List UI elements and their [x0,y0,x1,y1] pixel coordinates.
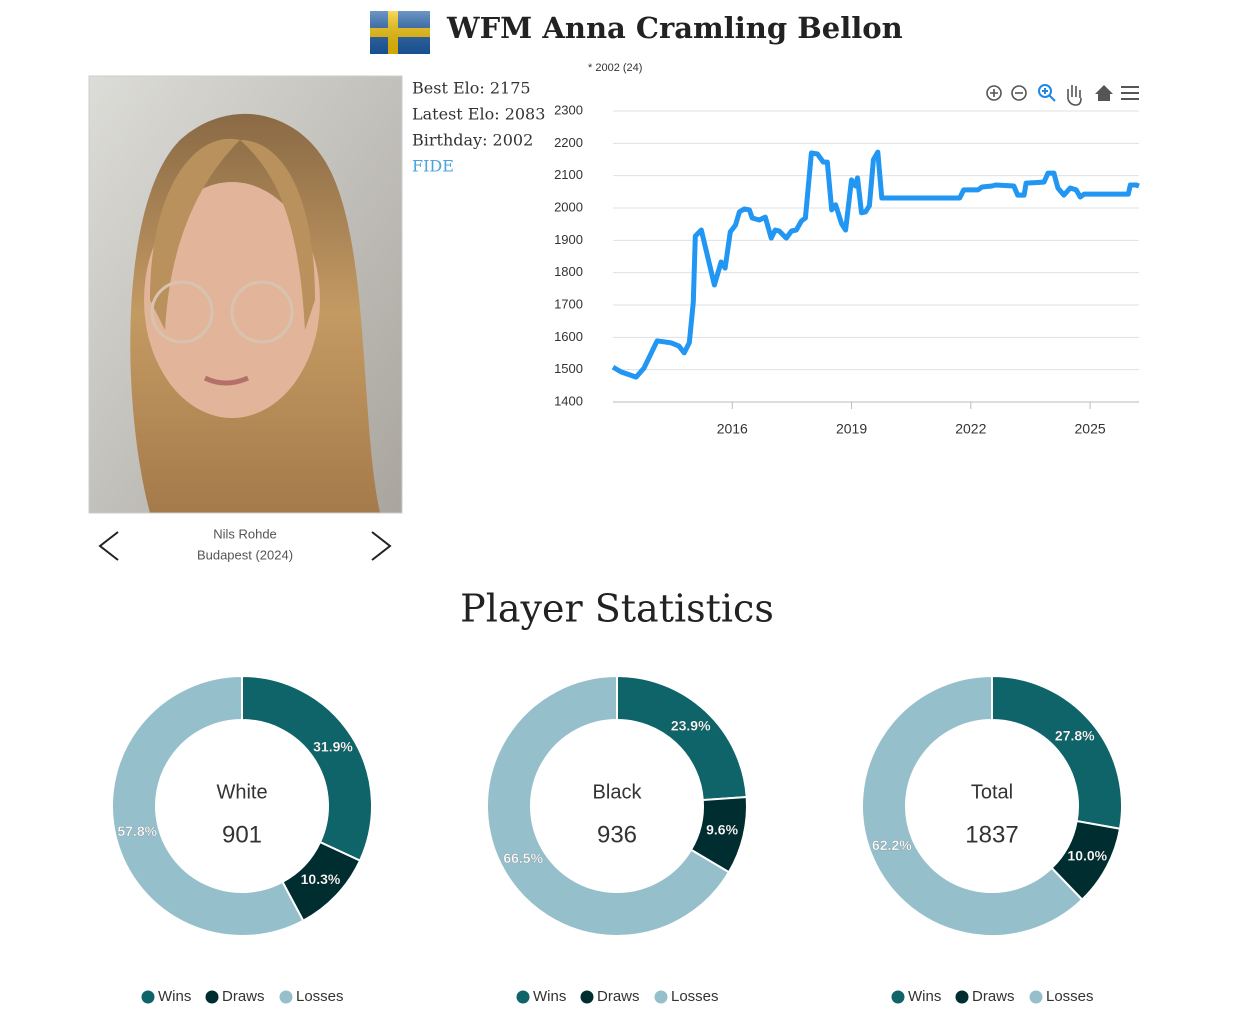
page-title: WFM Anna Cramling Bellon [446,11,903,45]
zoom-out-button[interactable] [1011,85,1027,101]
legend-swatch [654,990,668,1004]
y-tick-label: 1400 [554,393,583,408]
slice-label: 9.6% [706,822,738,838]
legend-label: Losses [1046,988,1094,1005]
photo-credit: Nils Rohde [213,526,277,541]
legend-label: Draws [972,988,1015,1005]
fide-link[interactable]: FIDE [412,157,454,176]
legend-label: Wins [158,988,191,1005]
donut-title: White [216,781,267,803]
legend-swatch [516,990,530,1004]
selection-zoom-button[interactable] [1038,84,1056,102]
donut-total: 936 [597,821,637,848]
x-tick-label: 2022 [955,421,986,437]
donut-title: Total [971,781,1013,803]
legend-label: Losses [296,988,344,1005]
slice-label: 31.9% [313,739,353,755]
y-tick-label: 2200 [554,135,583,150]
legend-swatch [279,990,293,1004]
zoom-in-button[interactable] [986,85,1002,101]
best-elo: Best Elo: 2175 [412,79,531,98]
birthday: Birthday: 2002 [412,131,533,150]
donut-slice [991,674,1123,830]
reset-zoom-button[interactable] [1095,85,1113,101]
x-tick-label: 2025 [1075,421,1106,437]
player-photo [88,75,403,514]
flag [370,11,430,54]
slice-label: 23.9% [671,718,711,734]
slice-label: 66.5% [503,850,543,866]
legend-label: Wins [533,988,566,1005]
menu-button[interactable] [1121,86,1139,100]
y-tick-label: 2100 [554,167,583,182]
slice-label: 10.3% [301,871,341,887]
donut-slice [111,674,305,937]
legend-label: Losses [671,988,719,1005]
donut-title: Black [593,781,643,803]
next-photo-button[interactable] [371,531,392,561]
y-tick-label: 1800 [554,264,583,279]
legend-swatch [141,990,155,1004]
section-title: Player Statistics [460,587,774,631]
legend-swatch [205,990,219,1004]
elo-line [611,149,1140,380]
photo-caption: Budapest (2024) [197,547,293,562]
prev-photo-button[interactable] [98,531,119,561]
donut-slice [486,674,731,937]
chart-annotation: * 2002 (24) [588,62,642,74]
legend-label: Draws [597,988,640,1005]
latest-elo: Latest Elo: 2083 [412,105,545,124]
donut-slice [241,674,373,862]
legend-swatch [891,990,905,1004]
donut-total: 901 [222,821,262,848]
x-tick-label: 2019 [836,421,867,437]
legend-swatch [1029,990,1043,1004]
legend-swatch [580,990,594,1004]
donut-slice [861,674,1084,937]
y-tick-label: 1900 [554,232,583,247]
y-tick-label: 1500 [554,361,583,376]
slice-label: 57.8% [117,823,157,839]
legend-label: Draws [222,988,265,1005]
y-tick-label: 1700 [554,296,583,311]
pan-button[interactable] [1067,85,1082,106]
slice-label: 62.2% [872,837,912,853]
y-tick-label: 2300 [554,102,583,117]
x-tick-label: 2016 [717,421,748,437]
slice-label: 10.0% [1067,848,1107,864]
slice-label: 27.8% [1055,727,1095,743]
y-tick-label: 2000 [554,199,583,214]
legend-swatch [955,990,969,1004]
legend-label: Wins [908,988,941,1005]
donut-total: 1837 [965,821,1018,848]
y-tick-label: 1600 [554,329,583,344]
